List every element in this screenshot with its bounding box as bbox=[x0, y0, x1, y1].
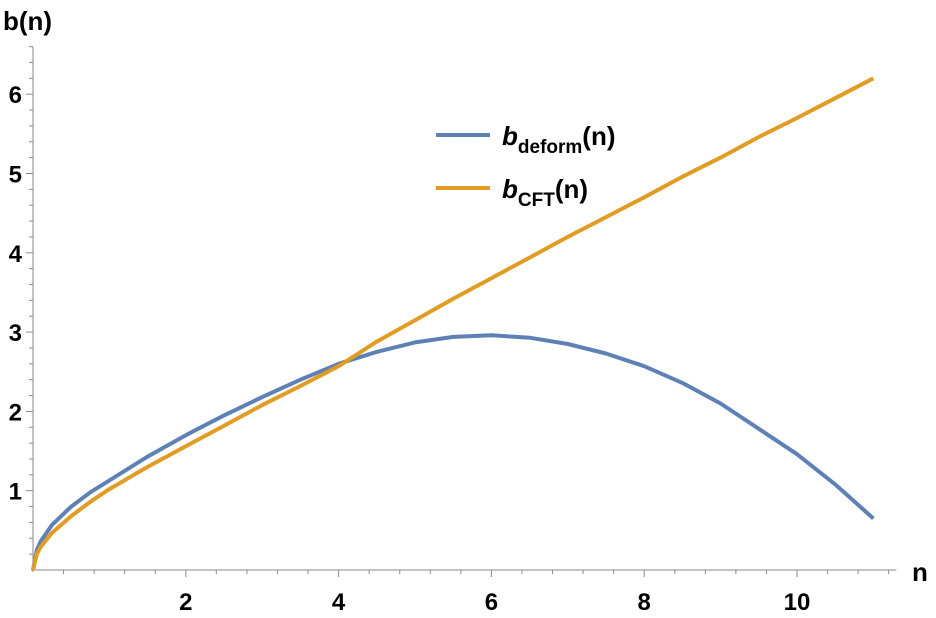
legend-label-cft-main: b bbox=[502, 174, 518, 204]
legend-label-cft: bCFT(n) bbox=[502, 174, 588, 211]
y-tick-label: 3 bbox=[9, 320, 22, 347]
legend-label-deform-subscript: deform bbox=[518, 137, 582, 158]
x-tick-label: 10 bbox=[784, 589, 811, 616]
x-tick-label: 8 bbox=[638, 589, 651, 616]
x-tick-label: 6 bbox=[485, 589, 498, 616]
legend-label-deform: bdeform(n) bbox=[502, 121, 616, 158]
legend: bdeform(n) bCFT(n) bbox=[436, 121, 616, 211]
axes bbox=[31, 46, 897, 572]
x-tick-label: 4 bbox=[332, 589, 346, 616]
x-axis-title: n bbox=[912, 557, 928, 587]
series-line-cft bbox=[31, 76, 875, 571]
y-axis-title: b(n) bbox=[3, 6, 52, 36]
legend-label-deform-suffix: (n) bbox=[582, 121, 615, 151]
series-line-deform bbox=[31, 333, 875, 571]
legend-label-cft-subscript: CFT bbox=[518, 190, 555, 211]
y-tick-label: 5 bbox=[9, 162, 22, 189]
series-lines bbox=[31, 76, 875, 571]
tick-marks bbox=[26, 46, 890, 577]
y-tick-label: 4 bbox=[9, 241, 23, 268]
y-tick-label: 2 bbox=[9, 399, 22, 426]
legend-label-cft-suffix: (n) bbox=[555, 174, 588, 204]
legend-label-deform-main: b bbox=[502, 121, 518, 151]
x-tick-label: 2 bbox=[179, 589, 192, 616]
y-tick-label: 6 bbox=[9, 82, 22, 109]
y-tick-label: 1 bbox=[9, 479, 22, 506]
